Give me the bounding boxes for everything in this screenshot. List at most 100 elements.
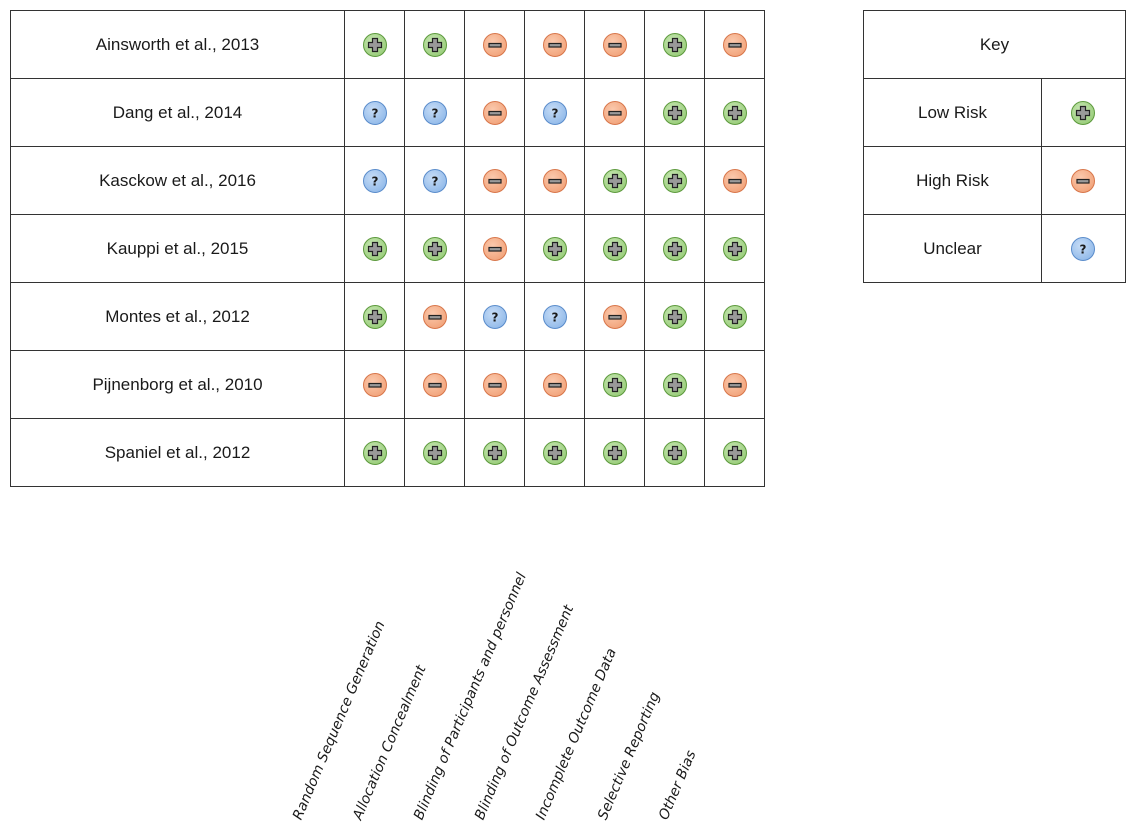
minus-icon	[1071, 168, 1096, 193]
rating-cell	[344, 10, 405, 79]
study-name: Ainsworth et al., 2013	[10, 10, 345, 79]
question-icon: ?	[482, 304, 507, 329]
rating-cell	[704, 78, 765, 147]
rating-cell	[584, 350, 645, 419]
plus-icon	[662, 440, 687, 465]
column-label: Selective Reporting	[595, 689, 664, 823]
plus-icon	[662, 100, 687, 125]
table-row: Spaniel et al., 2012	[10, 418, 765, 487]
rating-cell	[404, 418, 465, 487]
rating-cell	[644, 350, 705, 419]
question-icon: ?	[542, 304, 567, 329]
rating-cell: ?	[524, 282, 585, 351]
key-row: Unclear?	[863, 214, 1126, 283]
rating-cell	[584, 282, 645, 351]
svg-text:?: ?	[371, 106, 378, 120]
column-label: Allocation Concealment	[350, 663, 430, 823]
minus-icon	[482, 100, 507, 125]
plus-icon	[1071, 100, 1096, 125]
question-icon: ?	[362, 100, 387, 125]
minus-icon	[722, 168, 747, 193]
minus-icon	[542, 372, 567, 397]
table-row: Kasckow et al., 2016??	[10, 146, 765, 215]
minus-icon	[482, 236, 507, 261]
key-label: Low Risk	[863, 78, 1042, 147]
study-name: Dang et al., 2014	[10, 78, 345, 147]
rating-cell: ?	[464, 282, 525, 351]
plus-icon	[602, 372, 627, 397]
question-icon: ?	[542, 100, 567, 125]
rating-cell	[704, 350, 765, 419]
key-icon-cell	[1040, 146, 1126, 215]
rating-cell	[344, 282, 405, 351]
rating-cell: ?	[404, 146, 465, 215]
rating-cell	[464, 78, 525, 147]
column-label: Other Bias	[656, 748, 700, 823]
plus-icon	[662, 236, 687, 261]
rating-cell	[704, 10, 765, 79]
rating-cell	[584, 78, 645, 147]
minus-icon	[542, 32, 567, 57]
plus-icon	[602, 440, 627, 465]
rating-cell	[644, 10, 705, 79]
rating-cell	[464, 418, 525, 487]
rating-cell	[584, 146, 645, 215]
study-name: Kasckow et al., 2016	[10, 146, 345, 215]
svg-text:?: ?	[551, 106, 558, 120]
plus-icon	[542, 440, 567, 465]
plus-icon	[662, 168, 687, 193]
svg-text:?: ?	[551, 310, 558, 324]
key-label: Unclear	[863, 214, 1042, 283]
study-name: Montes et al., 2012	[10, 282, 345, 351]
rating-cell	[644, 282, 705, 351]
rating-cell	[704, 282, 765, 351]
plus-icon	[362, 236, 387, 261]
rating-cell	[404, 214, 465, 283]
rating-cell	[344, 418, 405, 487]
rating-cell	[644, 214, 705, 283]
minus-icon	[722, 372, 747, 397]
table-row: Dang et al., 2014???	[10, 78, 765, 147]
rating-cell: ?	[344, 78, 405, 147]
minus-icon	[482, 372, 507, 397]
minus-icon	[722, 32, 747, 57]
minus-icon	[602, 304, 627, 329]
key-label: High Risk	[863, 146, 1042, 215]
rating-cell: ?	[344, 146, 405, 215]
rating-cell	[584, 10, 645, 79]
rating-cell	[524, 418, 585, 487]
plus-icon	[422, 440, 447, 465]
plus-icon	[722, 440, 747, 465]
key-row: High Risk	[863, 146, 1126, 215]
risk-of-bias-table: Ainsworth et al., 2013 Dang et al., 2014?…	[10, 10, 765, 487]
rating-cell	[404, 282, 465, 351]
rating-cell	[644, 146, 705, 215]
svg-text:?: ?	[431, 174, 438, 188]
rating-cell	[524, 214, 585, 283]
minus-icon	[422, 372, 447, 397]
rating-cell	[644, 78, 705, 147]
plus-icon	[602, 236, 627, 261]
rating-cell	[464, 350, 525, 419]
rating-cell	[344, 214, 405, 283]
rating-cell: ?	[524, 78, 585, 147]
question-icon: ?	[362, 168, 387, 193]
svg-text:?: ?	[431, 106, 438, 120]
key-icon-cell	[1040, 78, 1126, 147]
table-row: Pijnenborg et al., 2010	[10, 350, 765, 419]
plus-icon	[542, 236, 567, 261]
rating-cell	[644, 418, 705, 487]
column-label: Incomplete Outcome Data	[533, 646, 620, 823]
plus-icon	[482, 440, 507, 465]
question-icon: ?	[1071, 236, 1096, 261]
plus-icon	[662, 372, 687, 397]
plus-icon	[362, 32, 387, 57]
rating-cell	[584, 214, 645, 283]
minus-icon	[482, 32, 507, 57]
plus-icon	[722, 304, 747, 329]
study-name: Kauppi et al., 2015	[10, 214, 345, 283]
rating-cell	[704, 146, 765, 215]
rating-cell: ?	[404, 78, 465, 147]
rating-cell	[584, 418, 645, 487]
study-name: Pijnenborg et al., 2010	[10, 350, 345, 419]
